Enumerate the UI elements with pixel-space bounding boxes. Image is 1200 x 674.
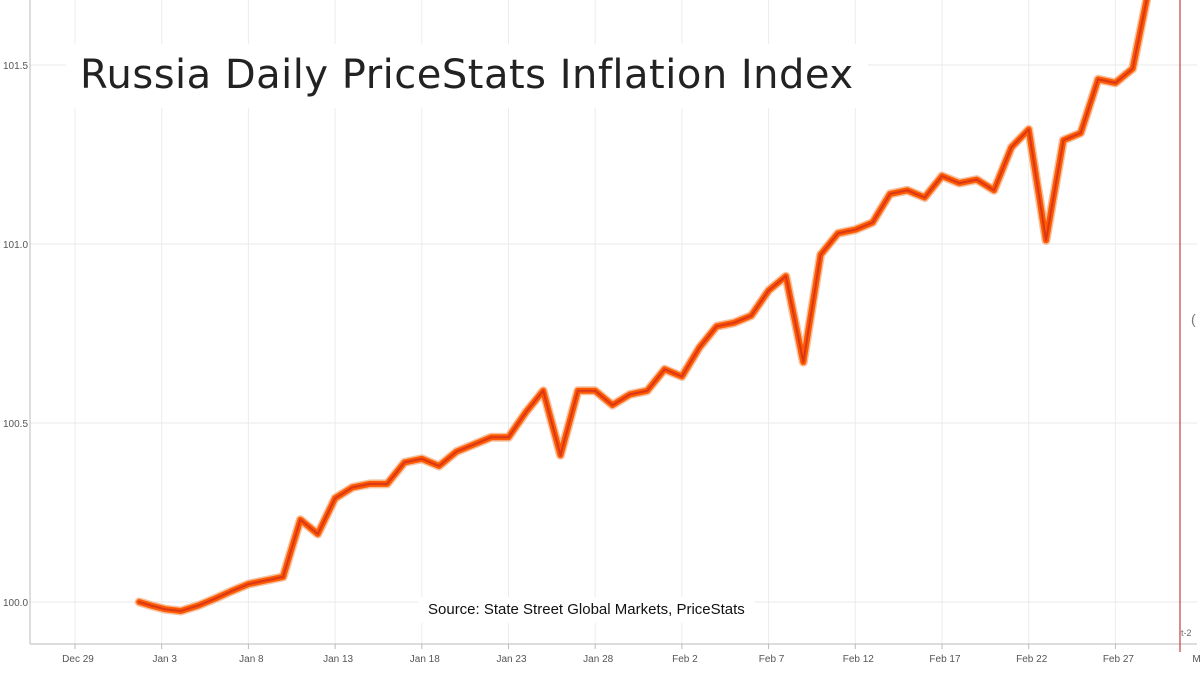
x-tick-label: Jan 13 (323, 654, 353, 665)
y-tick-label: 101.5 (3, 61, 28, 72)
x-tick-label: Jan 23 (496, 654, 526, 665)
chart-title: Russia Daily PriceStats Inflation Index (80, 52, 854, 98)
source-annotation: Source: State Street Global Markets, Pri… (428, 601, 745, 618)
edge-handle-glyph: ( (1191, 311, 1196, 327)
x-tick-label: Feb 7 (759, 654, 785, 665)
y-tick-label: 101.0 (3, 240, 28, 251)
y-tick-label: 100.5 (3, 419, 28, 430)
x-tick-label: Dec 29 (62, 654, 94, 665)
source-annotation-box: Source: State Street Global Markets, Pri… (418, 597, 755, 623)
x-tick-label: Mar 4 (1192, 654, 1200, 665)
vertical-marker-label: t-2 (1181, 628, 1192, 638)
x-tick-label: Jan 28 (583, 654, 613, 665)
x-tick-label: Jan 8 (239, 654, 264, 665)
x-tick-label: Jan 18 (410, 654, 440, 665)
y-tick-label: 100.0 (3, 598, 28, 609)
x-tick-label: Feb 22 (1016, 654, 1048, 665)
axes (29, 0, 1197, 652)
x-tick-label: Feb 12 (843, 654, 875, 665)
x-axis-tick-labels: Dec 29 Jan 3 Jan 8 Jan 13 Jan 18 Jan 23 Jan 28… (62, 654, 1200, 665)
x-tick-label: Feb 17 (929, 654, 961, 665)
x-tick-label: Feb 2 (672, 654, 698, 665)
x-tick-label: Feb 27 (1103, 654, 1135, 665)
x-tick-label: Jan 3 (152, 654, 177, 665)
chart-title-box: Russia Daily PriceStats Inflation Index (66, 44, 868, 108)
series-layer (134, 0, 1152, 616)
